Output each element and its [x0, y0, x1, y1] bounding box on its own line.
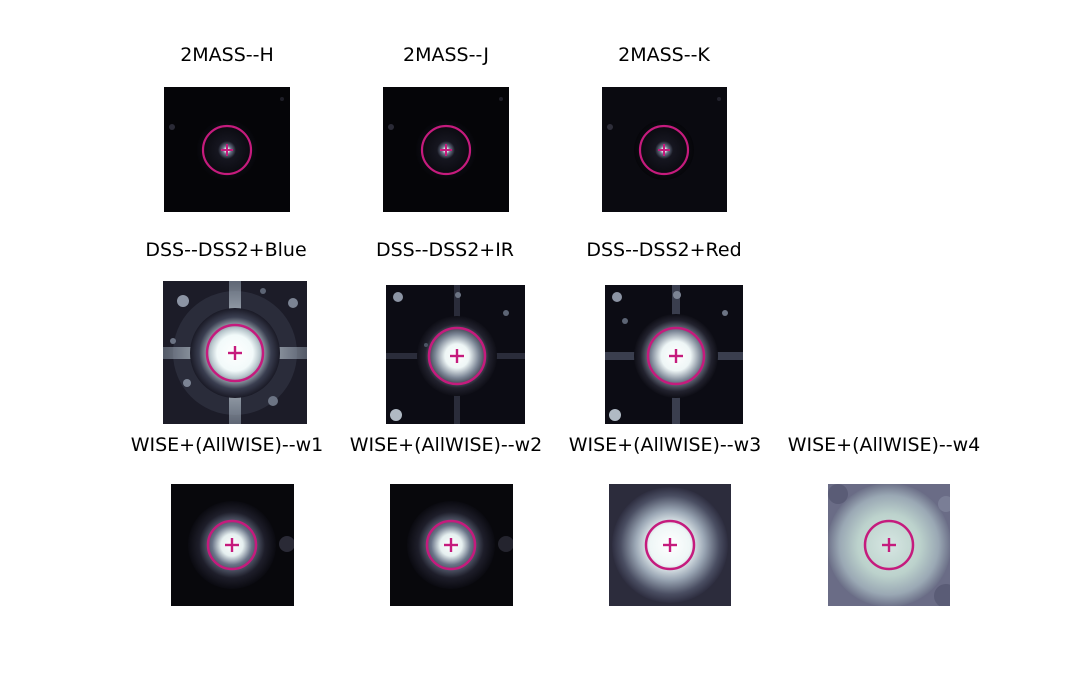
panel-title-dss-red: DSS--DSS2+Red — [586, 239, 742, 261]
aperture-circle-marker — [638, 124, 690, 176]
target-crosshair-marker — [669, 349, 683, 363]
aperture-circle-marker — [206, 519, 258, 571]
target-crosshair-marker — [228, 346, 242, 360]
cutout-image-dss-blue — [163, 281, 307, 424]
cutout-image-wise-w4 — [828, 484, 950, 606]
aperture-circle-marker — [205, 323, 265, 383]
cutout-image-2mass-j — [383, 87, 509, 212]
target-crosshair-marker — [658, 144, 670, 156]
target-crosshair-marker — [450, 349, 464, 363]
panel-title-wise-w3: WISE+(AllWISE)--w3 — [568, 434, 762, 456]
aperture-circle-marker — [201, 124, 253, 176]
target-crosshair-marker — [444, 538, 458, 552]
cutout-image-wise-w2 — [390, 484, 513, 606]
cutout-image-dss-ir — [386, 285, 525, 424]
panel-title-dss-blue: DSS--DSS2+Blue — [145, 239, 307, 261]
panel-title-2mass-k: 2MASS--K — [618, 44, 710, 66]
cutout-image-2mass-h — [164, 87, 290, 212]
target-crosshair-marker — [225, 538, 239, 552]
cutout-image-dss-red — [605, 285, 743, 424]
panel-title-2mass-j: 2MASS--J — [403, 44, 489, 66]
aperture-circle-marker — [420, 124, 472, 176]
cutout-image-wise-w3 — [609, 484, 731, 606]
panel-title-wise-w4: WISE+(AllWISE)--w4 — [787, 434, 981, 456]
panel-title-dss-ir: DSS--DSS2+IR — [375, 239, 515, 261]
target-crosshair-marker — [663, 538, 677, 552]
panel-title-2mass-h: 2MASS--H — [180, 44, 274, 66]
panel-title-wise-w1: WISE+(AllWISE)--w1 — [130, 434, 324, 456]
cutout-image-wise-w1 — [171, 484, 294, 606]
aperture-circle-marker — [646, 326, 706, 386]
aperture-circle-marker — [427, 326, 487, 386]
target-crosshair-marker — [221, 144, 233, 156]
panel-title-wise-w2: WISE+(AllWISE)--w2 — [349, 434, 543, 456]
cutout-image-2mass-k — [602, 87, 727, 212]
aperture-circle-marker — [863, 519, 915, 571]
target-crosshair-marker — [882, 538, 896, 552]
aperture-circle-marker — [425, 519, 477, 571]
target-crosshair-marker — [440, 144, 452, 156]
aperture-circle-marker — [644, 519, 696, 571]
